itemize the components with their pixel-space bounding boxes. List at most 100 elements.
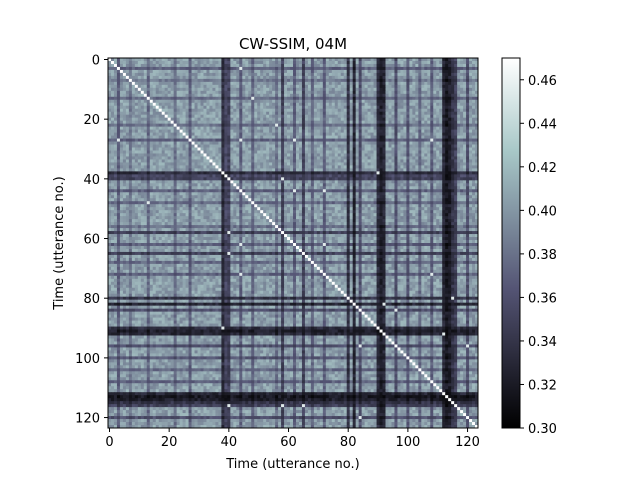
heatmap-cell <box>361 111 366 116</box>
heatmap-cell <box>331 147 336 151</box>
heatmap-cell <box>218 69 222 74</box>
heatmap-cell <box>209 58 213 62</box>
heatmap-cell <box>370 156 374 160</box>
heatmap-cell <box>343 150 348 154</box>
heatmap-cell <box>352 81 357 86</box>
heatmap-cell <box>442 171 446 175</box>
heatmap-cell <box>340 150 345 154</box>
heatmap-cell <box>260 84 264 89</box>
heatmap-cell <box>454 141 458 145</box>
heatmap-cell <box>364 156 368 160</box>
heatmap-cell <box>113 138 118 142</box>
heatmap-cell <box>269 66 273 71</box>
heatmap-cell <box>245 156 249 160</box>
heatmap-cell <box>161 138 166 142</box>
heatmap-cell <box>293 63 297 68</box>
heatmap-cell <box>230 78 234 83</box>
heatmap-cell <box>403 129 407 133</box>
heatmap-cell <box>349 102 354 107</box>
heatmap-cell <box>439 138 443 142</box>
heatmap-cell <box>170 72 175 77</box>
heatmap-cell <box>269 117 273 122</box>
heatmap-cell <box>125 72 130 77</box>
heatmap-cell <box>197 75 201 80</box>
heatmap-cell <box>403 126 407 131</box>
heatmap-cell <box>119 141 124 145</box>
heatmap-cell <box>230 174 234 178</box>
heatmap-cell <box>248 111 252 116</box>
heatmap-cell <box>376 105 380 110</box>
heatmap-cell <box>251 126 255 131</box>
heatmap-cell <box>373 123 377 128</box>
heatmap-cell <box>388 81 392 86</box>
heatmap-cell <box>346 105 351 110</box>
heatmap-cell <box>433 69 437 74</box>
heatmap-cell <box>373 96 377 101</box>
heatmap-cell <box>182 141 186 145</box>
heatmap-cell <box>358 159 363 163</box>
heatmap-cell <box>373 78 377 83</box>
heatmap-cell <box>463 69 467 74</box>
heatmap-cell <box>451 93 455 98</box>
heatmap-cell <box>382 90 386 95</box>
heatmap-cell <box>128 90 133 95</box>
heatmap-cell <box>337 126 342 131</box>
heatmap-cell <box>334 75 339 80</box>
heatmap-cell <box>257 93 261 98</box>
heatmap-cell <box>358 111 363 116</box>
heatmap-cell <box>287 117 291 122</box>
heatmap-cell <box>113 141 118 145</box>
heatmap-cell <box>382 132 386 136</box>
heatmap-cell <box>373 135 377 139</box>
heatmap-cell <box>394 102 398 107</box>
heatmap-cell <box>182 168 186 172</box>
heatmap-cell <box>448 126 452 131</box>
heatmap-cell <box>322 81 327 86</box>
heatmap-cell <box>412 81 416 86</box>
heatmap-cell <box>352 63 357 68</box>
heatmap-cell <box>191 63 195 68</box>
heatmap-cell <box>158 99 163 104</box>
heatmap-cell <box>161 114 166 119</box>
heatmap-cell <box>233 99 237 104</box>
heatmap-cell <box>239 81 243 86</box>
heatmap-cell <box>281 99 285 104</box>
heatmap-cell <box>278 90 282 95</box>
heatmap-cell <box>436 126 440 131</box>
heatmap-cell <box>236 153 240 157</box>
heatmap-cell <box>301 87 306 92</box>
heatmap-cell <box>445 120 449 125</box>
heatmap-cell <box>206 72 210 77</box>
heatmap-cell <box>108 153 112 157</box>
heatmap-cell <box>293 96 297 101</box>
heatmap-cell <box>301 147 306 151</box>
heatmap-cell <box>340 153 345 157</box>
heatmap-cell <box>307 102 312 107</box>
heatmap-cell <box>463 153 467 157</box>
heatmap-cell <box>475 117 479 122</box>
heatmap-cell <box>409 162 413 166</box>
heatmap-cell <box>301 66 306 71</box>
heatmap-cell <box>272 135 276 139</box>
heatmap-cell <box>197 117 201 122</box>
heatmap-cell <box>316 66 321 71</box>
heatmap-cell <box>325 156 330 160</box>
heatmap-cell <box>194 171 198 175</box>
heatmap-cell <box>364 159 368 163</box>
heatmap-cell <box>164 81 169 86</box>
heatmap-cell <box>209 81 213 86</box>
heatmap-cell <box>409 90 413 95</box>
heatmap-cell <box>454 72 458 77</box>
heatmap-cell <box>379 99 383 104</box>
heatmap-cell <box>113 135 118 139</box>
heatmap-cell <box>382 150 386 154</box>
heatmap-cell <box>397 171 401 175</box>
heatmap-cell <box>400 84 404 89</box>
heatmap-cell <box>176 153 181 157</box>
heatmap-cell <box>385 75 389 80</box>
heatmap-cell <box>373 93 377 98</box>
heatmap-cell <box>143 90 148 95</box>
heatmap-cell <box>179 117 183 122</box>
heatmap-cell <box>340 96 345 101</box>
heatmap-cell <box>343 87 348 92</box>
